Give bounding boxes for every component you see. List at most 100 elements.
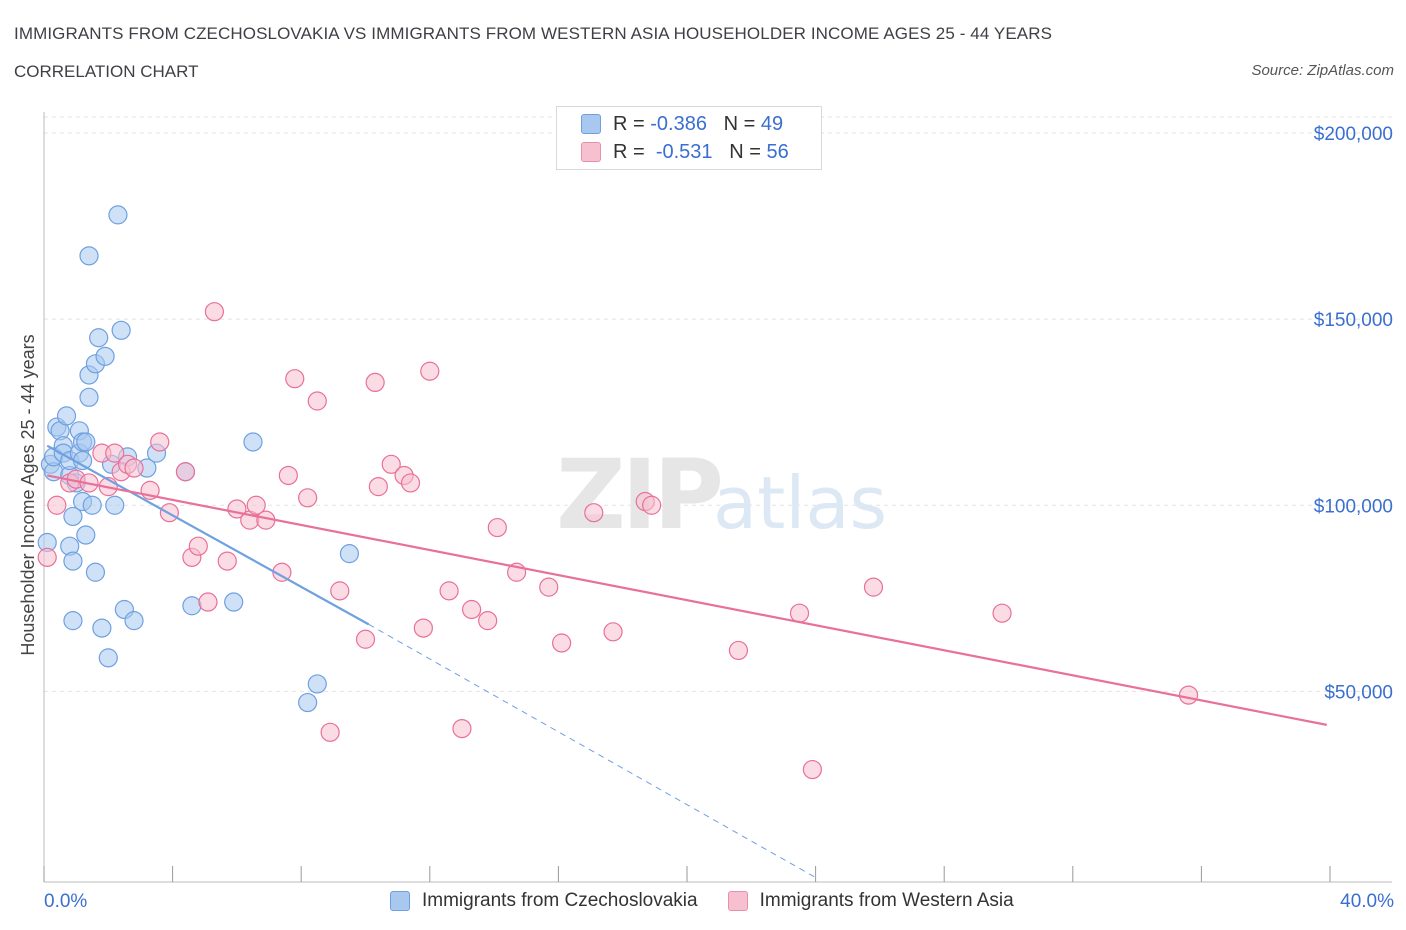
western-asia-point: [452, 718, 472, 739]
western-asia-point: [298, 488, 318, 508]
western-asia-point: [307, 391, 327, 411]
czechoslovakia-point: [105, 495, 125, 515]
western-asia-point: [330, 581, 350, 601]
czechoslovakia-point: [76, 432, 96, 452]
czechoslovakia-point: [63, 551, 83, 571]
czechoslovakia-point: [63, 506, 83, 527]
czechoslovakia-point: [111, 320, 131, 340]
western-asia-point: [124, 458, 144, 478]
n-value: 56: [766, 140, 789, 163]
western-asia-point: [552, 633, 572, 653]
western-asia-point: [584, 503, 604, 523]
czechoslovakia-point: [79, 246, 99, 266]
western-asia-point: [478, 611, 498, 631]
y-tick-label: $150,000: [1314, 310, 1393, 331]
czechoslovakia-point: [63, 611, 83, 631]
czechoslovakia-point: [79, 387, 99, 407]
x-axis-max-label: 40.0%: [1340, 891, 1394, 912]
legend-row-czechoslovakia: R = -0.386 N = 49: [581, 112, 783, 136]
western-asia-point: [368, 477, 388, 497]
czechoslovakia-point: [95, 346, 115, 366]
n-label: N =: [729, 140, 761, 163]
western-asia-point: [992, 603, 1012, 623]
watermark-atlas: atlas: [713, 461, 887, 545]
western-asia-point: [400, 473, 421, 493]
western-asia-point: [1178, 685, 1199, 705]
western-asia-point: [381, 454, 401, 474]
data-points: [37, 205, 1199, 780]
czechoslovakia-point: [76, 525, 96, 545]
czechoslovakia-point: [56, 406, 77, 426]
legend-swatch-pink: [581, 142, 601, 162]
legend-swatch-blue: [581, 114, 601, 134]
correlation-legend: R = -0.386 N = 49 R = -0.531 N = 56: [556, 106, 822, 170]
czechoslovakia-point: [224, 592, 244, 612]
western-asia-point: [413, 618, 433, 638]
western-asia-point: [487, 517, 507, 538]
western-asia-point: [420, 361, 440, 381]
czechoslovakia-point: [108, 205, 128, 225]
legend-swatch-pink: [727, 891, 748, 911]
western-asia-point: [217, 551, 237, 571]
chart-subtitle: CORRELATION CHART: [14, 62, 199, 81]
western-asia-point: [188, 536, 208, 556]
czechoslovakia-point: [85, 562, 106, 582]
western-asia-point: [37, 547, 57, 567]
r-value: -0.386: [650, 112, 707, 135]
y-axis-label: Householder Income Ages 25 - 44 years: [18, 334, 38, 655]
czechoslovakia-point: [89, 328, 109, 348]
legend-label: Immigrants from Czechoslovakia: [422, 890, 698, 911]
western-asia-point: [802, 759, 822, 780]
y-tick-label: $50,000: [1324, 682, 1393, 703]
r-label: R =: [613, 112, 645, 135]
western-asia-trend-line: [47, 474, 1327, 726]
czechoslovakia-point: [92, 618, 112, 638]
western-asia-point: [320, 722, 340, 742]
czechoslovakia-point: [243, 432, 263, 452]
western-asia-point: [461, 599, 482, 620]
western-asia-point: [150, 432, 170, 452]
czechoslovakia-point: [182, 596, 202, 616]
western-asia-point: [789, 603, 810, 623]
western-asia-point: [439, 581, 459, 601]
western-asia-point: [539, 577, 559, 597]
czechoslovakia-point: [124, 611, 144, 631]
legend-item-czechoslovakia: Immigrants from Czechoslovakia: [390, 890, 698, 912]
n-label: N =: [723, 112, 756, 135]
chart-title: IMMIGRANTS FROM CZECHOSLOVAKIA VS IMMIGR…: [14, 24, 1053, 43]
source-label: Source: ZipAtlas.com: [1251, 62, 1394, 79]
czechoslovakia-point: [298, 692, 318, 713]
axes: [43, 112, 1392, 883]
czechoslovakia-point: [307, 674, 327, 694]
western-asia-point: [728, 640, 749, 661]
czechoslovakia-trend-line: [46, 444, 370, 626]
y-tick-label: $100,000: [1314, 496, 1393, 517]
czechoslovakia-trend-extension: [368, 623, 816, 878]
czechoslovakia-point: [82, 495, 102, 515]
n-value: 49: [760, 112, 784, 135]
y-tick-label: $200,000: [1314, 124, 1393, 145]
western-asia-point: [105, 443, 125, 463]
western-asia-point: [863, 577, 884, 597]
western-asia-point: [246, 495, 266, 515]
western-asia-point: [365, 372, 385, 393]
western-asia-point: [355, 629, 376, 649]
western-asia-point: [198, 592, 218, 612]
western-asia-point: [278, 465, 298, 486]
legend-swatch-blue: [390, 891, 410, 911]
legend-row-western-asia: R = -0.531 N = 56: [581, 140, 789, 164]
western-asia-point: [47, 495, 67, 515]
czechoslovakia-point: [98, 648, 118, 668]
trend-lines: [46, 444, 1327, 878]
x-axis-min-label: 0.0%: [44, 891, 88, 912]
r-value: -0.531: [655, 140, 713, 163]
western-asia-point: [642, 495, 662, 515]
legend-item-western-asia: Immigrants from Western Asia: [727, 890, 1014, 912]
western-asia-point: [204, 302, 224, 322]
western-asia-point: [285, 369, 305, 389]
r-label: R =: [613, 140, 645, 163]
legend-label: Immigrants from Western Asia: [759, 890, 1014, 911]
czechoslovakia-point: [339, 544, 360, 564]
y-tick-labels: $50,000 $100,000 $150,000 $200,000: [1314, 124, 1393, 703]
